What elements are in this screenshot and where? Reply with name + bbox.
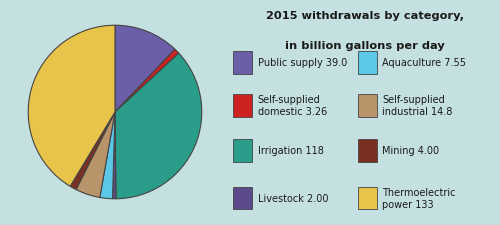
Text: Public supply 39.0: Public supply 39.0 [258,58,347,68]
Wedge shape [28,26,115,187]
Text: in billion gallons per day: in billion gallons per day [285,40,445,50]
Wedge shape [115,26,175,112]
Text: Mining 4.00: Mining 4.00 [382,146,440,156]
Text: Irrigation 118: Irrigation 118 [258,146,324,156]
Wedge shape [115,54,202,199]
Text: Thermoelectric
power 133: Thermoelectric power 133 [382,187,456,209]
Wedge shape [76,112,115,198]
Text: Livestock 2.00: Livestock 2.00 [258,193,328,203]
Wedge shape [100,112,115,199]
Text: Self-supplied
industrial 14.8: Self-supplied industrial 14.8 [382,94,453,117]
Wedge shape [112,112,116,199]
Text: Aquaculture 7.55: Aquaculture 7.55 [382,58,466,68]
Wedge shape [70,112,115,190]
Text: 2015 withdrawals by category,: 2015 withdrawals by category, [266,11,464,21]
Text: Self-supplied
domestic 3.26: Self-supplied domestic 3.26 [258,94,327,117]
Wedge shape [115,50,179,112]
